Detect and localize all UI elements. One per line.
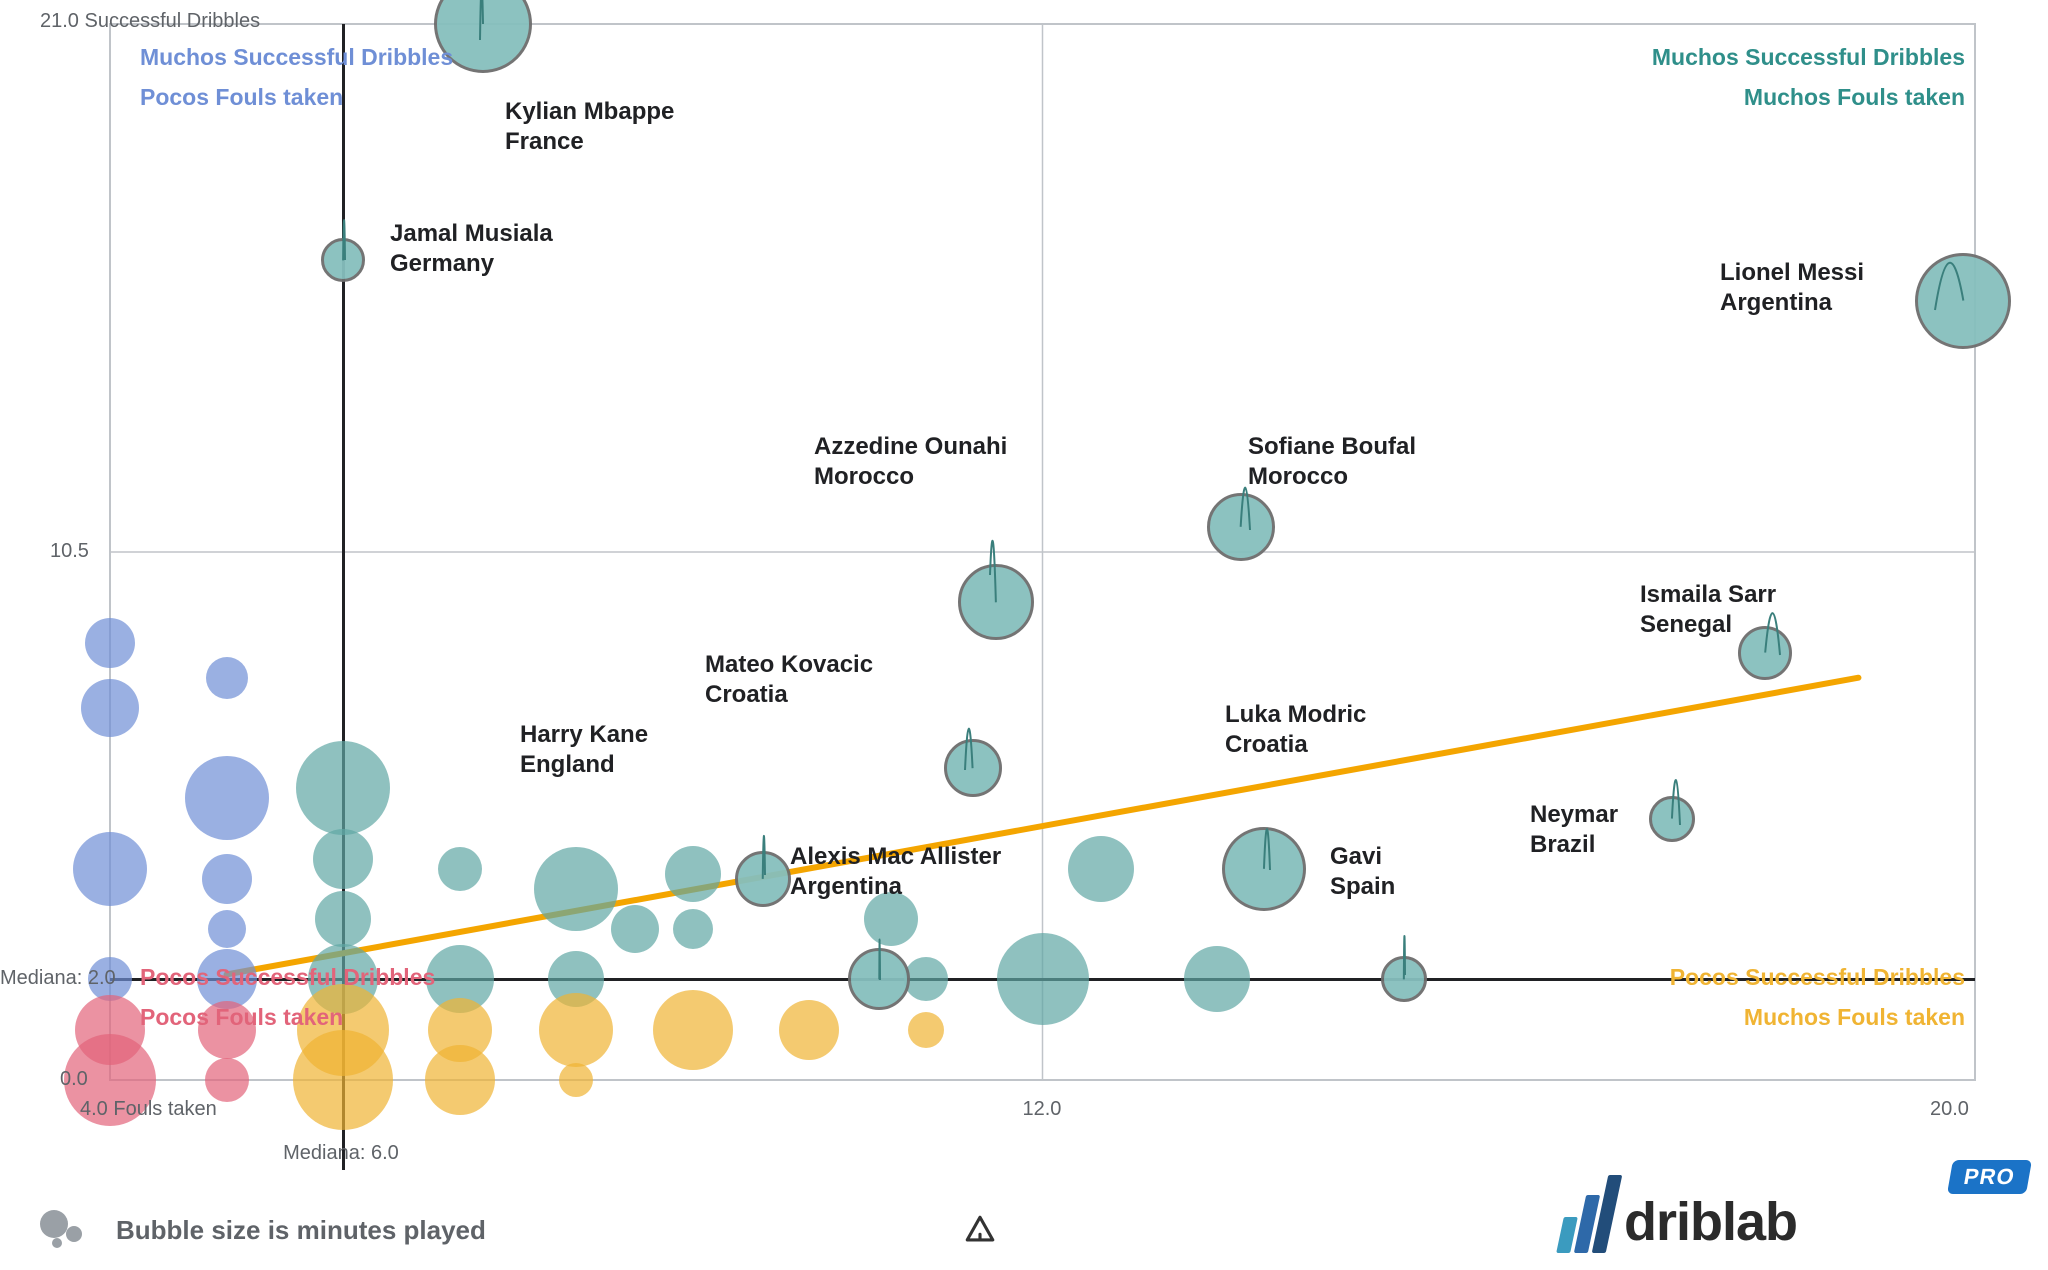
quad-label-tl-2: Pocos Fouls taken [140,84,343,111]
annotated-bubble [1207,493,1275,561]
player-annotation: Mateo KovacicCroatia [705,650,873,710]
background-bubble [1068,836,1134,902]
x-tick-right: 20.0 [1930,1098,1969,1121]
player-annotation: GaviSpain [1330,842,1395,902]
background-bubble [208,910,246,948]
background-bubble [438,847,482,891]
background-bubble [534,847,618,931]
player-annotation: Ismaila SarrSenegal [1640,580,1776,640]
player-annotation: Sofiane BoufalMorocco [1248,432,1416,492]
background-bubble [425,1045,495,1115]
driblab-logo: driblab [1560,1175,1797,1253]
y-tick-median: Mediana: 2.0 [0,967,116,990]
logo-text: driblab [1624,1191,1797,1253]
size-legend-text: Bubble size is minutes played [116,1215,486,1246]
annotated-bubble [1649,796,1695,842]
background-bubble [908,1012,944,1048]
background-bubble [665,846,721,902]
player-annotation: Alexis Mac AllisterArgentina [790,842,1001,902]
background-bubble [315,891,371,947]
logo-bars-icon [1560,1175,1614,1253]
bubble-scatter-chart: Kylian MbappeFrance Jamal MusialaGermany L… [0,0,2048,1270]
background-bubble [206,657,248,699]
quad-label-bl-2: Pocos Fouls taken [140,1004,343,1031]
annotated-bubble [958,564,1034,640]
quad-label-tr-1: Muchos Successful Dribbles [1652,44,1965,71]
annotated-bubble [1222,827,1306,911]
background-bubble [293,1030,393,1130]
background-bubble [296,741,390,835]
size-legend-dots-icon [40,1210,100,1250]
player-annotation: Harry KaneEngland [520,720,648,780]
y-tick-mid: 10.5 [50,540,89,563]
background-bubble [997,933,1089,1025]
y-tick-top: 21.0 Successful Dribbles [40,10,260,33]
player-annotation: Kylian MbappeFrance [505,97,674,157]
background-bubble [653,990,733,1070]
player-annotation: Luka ModricCroatia [1225,700,1366,760]
background-bubble [185,756,269,840]
player-annotation: Azzedine OunahiMorocco [814,432,1007,492]
background-bubble [205,1058,249,1102]
background-bubble [673,909,713,949]
quad-label-br-1: Pocos Successful Dribbles [1670,964,1965,991]
background-bubble [1184,946,1250,1012]
background-bubble [539,993,613,1067]
size-legend: Bubble size is minutes played [40,1210,486,1250]
player-annotation: NeymarBrazil [1530,800,1618,860]
quad-label-bl-1: Pocos Successful Dribbles [140,964,435,991]
watermark-glyph-icon [960,1210,1000,1250]
background-bubble [904,957,948,1001]
annotated-bubble [848,948,910,1010]
pro-badge: PRO [1947,1160,2032,1194]
annotated-bubble [321,238,365,282]
quad-label-tl-1: Muchos Successful Dribbles [140,44,453,71]
background-bubble [611,905,659,953]
background-bubble [559,1063,593,1097]
background-bubble [202,854,252,904]
background-bubble [73,832,147,906]
player-annotation: Jamal MusialaGermany [390,219,553,279]
background-bubble [85,618,135,668]
y-tick-zero: 0.0 [60,1068,88,1091]
background-bubble [313,829,373,889]
x-tick-median: Mediana: 6.0 [283,1142,399,1165]
x-tick-mid: 12.0 [1023,1098,1062,1121]
background-bubble [81,679,139,737]
annotated-bubble [1381,956,1427,1002]
quad-label-tr-2: Muchos Fouls taken [1744,84,1965,111]
annotated-bubble [1915,253,2011,349]
player-annotation: Lionel MessiArgentina [1720,258,1864,318]
quad-label-br-2: Muchos Fouls taken [1744,1004,1965,1031]
background-bubble [779,1000,839,1060]
annotated-bubble [735,851,791,907]
x-tick-left: 4.0 Fouls taken [80,1098,217,1121]
annotated-bubble [944,739,1002,797]
